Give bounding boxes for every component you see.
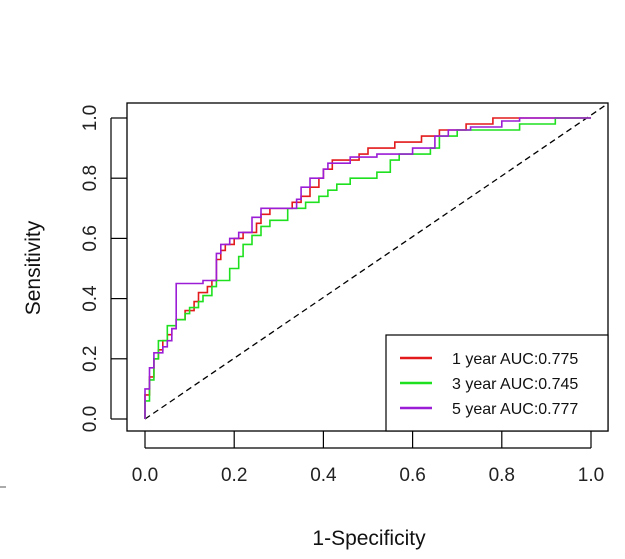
- y-tick-label: 0.6: [80, 225, 101, 251]
- x-tick-label: 1.0: [578, 465, 604, 486]
- x-tick-label: 0.2: [221, 465, 247, 486]
- reference-diagonal: [144, 105, 605, 420]
- plot-lines: [144, 105, 605, 420]
- y-tick-label: 0.8: [80, 165, 101, 191]
- legend-label: 3 year AUC:0.745: [452, 376, 578, 393]
- x-tick-label: 0.8: [489, 465, 515, 486]
- y-tick-label: 1.0: [80, 105, 101, 131]
- y-axis-title: Sensitivity: [22, 220, 45, 315]
- x-axis-title: 1-Specificity: [312, 527, 426, 550]
- x-tick-label: 0.4: [310, 465, 337, 486]
- roc-curve-3: [144, 117, 591, 419]
- y-tick-label: 0.2: [80, 346, 101, 372]
- y-tick-label: 0.0: [80, 406, 101, 432]
- roc-curve-1: [144, 117, 591, 419]
- plot-frame: [126, 102, 609, 432]
- legend-label: 5 year AUC:0.777: [452, 401, 578, 418]
- legend: 1 year AUC:0.775 3 year AUC:0.745 5 year A…: [385, 334, 609, 432]
- x-axis: 0.0 0.2 0.4 0.6 0.8 1.0: [132, 431, 604, 486]
- x-tick-label: 0.6: [399, 465, 425, 486]
- y-axis: 0.0 0.2 0.4 0.6 0.8 1.0: [80, 105, 127, 432]
- legend-label: 1 year AUC:0.775: [452, 351, 578, 368]
- y-tick-label: 0.4: [80, 285, 101, 312]
- x-tick-label: 0.0: [132, 465, 158, 486]
